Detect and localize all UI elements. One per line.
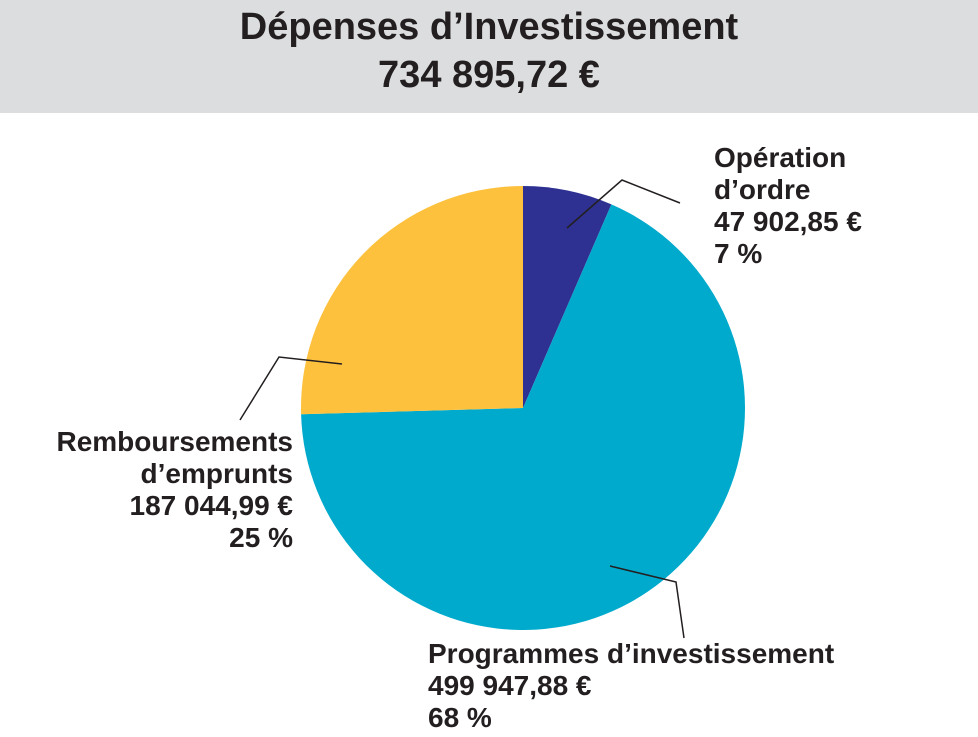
- slice-percent: 25 %: [229, 522, 293, 553]
- pie-slice-operation-ordre: [523, 186, 612, 408]
- leader-line-operation-ordre: [566, 179, 681, 229]
- slice-name-line: Opération: [714, 142, 847, 173]
- slice-label-operation-ordre: Opération d’ordre 47 902,85 € 7 %: [714, 142, 862, 270]
- slice-percent: 68 %: [428, 702, 492, 733]
- chart-header: Dépenses d’Investissement 734 895,72 €: [0, 0, 978, 113]
- slice-name-line: Programmes d’investissement: [428, 638, 835, 669]
- slice-name-line: d’emprunts: [140, 458, 293, 489]
- slice-label-remboursements: Remboursements d’emprunts 187 044,99 € 2…: [0, 426, 293, 554]
- slice-percent: 7 %: [714, 238, 763, 269]
- leader-line-programmes: [609, 565, 685, 639]
- chart-title: Dépenses d’Investissement: [239, 6, 739, 48]
- slice-value: 47 902,85 €: [714, 206, 862, 237]
- slice-value: 187 044,99 €: [129, 490, 294, 521]
- pie-slice-programmes: [301, 204, 746, 631]
- slice-value: 499 947,88 €: [428, 670, 592, 701]
- slice-label-programmes: Programmes d’investissement 499 947,88 €…: [428, 638, 834, 734]
- slice-name-line: Remboursements: [56, 426, 293, 457]
- chart-total: 734 895,72 €: [378, 54, 600, 96]
- pie-slice-remboursements: [301, 186, 523, 415]
- slice-name-line: d’ordre: [714, 174, 811, 205]
- leader-line-remboursements: [239, 356, 343, 421]
